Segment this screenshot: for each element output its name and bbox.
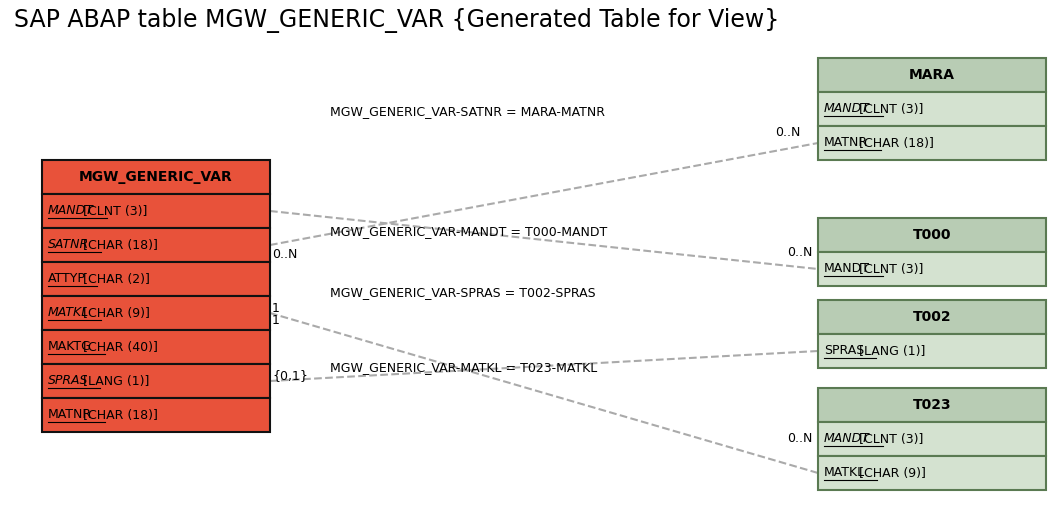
Text: T002: T002	[912, 310, 951, 324]
Bar	[818, 422, 1046, 456]
Text: 1: 1	[272, 301, 280, 314]
Text: MARA: MARA	[909, 68, 956, 82]
Text: 0..N: 0..N	[786, 431, 812, 444]
Text: [LANG (1)]: [LANG (1)]	[855, 345, 925, 358]
Text: MAKTG: MAKTG	[48, 341, 92, 353]
Text: 0..N: 0..N	[272, 249, 297, 262]
Text: [CHAR (9)]: [CHAR (9)]	[79, 307, 150, 319]
Bar	[42, 330, 270, 364]
Text: [LANG (1)]: [LANG (1)]	[79, 375, 149, 388]
Bar	[818, 92, 1046, 126]
Text: [CLNT (3)]: [CLNT (3)]	[79, 204, 147, 218]
Text: MGW_GENERIC_VAR-MATKL = T023-MATKL: MGW_GENERIC_VAR-MATKL = T023-MATKL	[330, 362, 597, 375]
Text: [CLNT (3)]: [CLNT (3)]	[855, 432, 924, 445]
Text: 1: 1	[272, 314, 280, 327]
Bar	[818, 252, 1046, 286]
Text: MATNR: MATNR	[824, 137, 868, 150]
Text: MGW_GENERIC_VAR-SATNR = MARA-MATNR: MGW_GENERIC_VAR-SATNR = MARA-MATNR	[330, 105, 605, 119]
Bar	[818, 388, 1046, 422]
Text: [CHAR (18)]: [CHAR (18)]	[855, 137, 934, 150]
Text: SAP ABAP table MGW_GENERIC_VAR {Generated Table for View}: SAP ABAP table MGW_GENERIC_VAR {Generate…	[14, 8, 779, 33]
Text: MANDT: MANDT	[824, 432, 870, 445]
Text: MANDT: MANDT	[824, 103, 870, 116]
Text: {0,1}: {0,1}	[272, 369, 308, 382]
Bar	[818, 126, 1046, 160]
Bar	[42, 194, 270, 228]
Bar	[42, 364, 270, 398]
Text: MATKL: MATKL	[824, 466, 865, 479]
Text: [CLNT (3)]: [CLNT (3)]	[855, 263, 924, 276]
Text: MATNR: MATNR	[48, 409, 92, 422]
Text: SPRAS: SPRAS	[824, 345, 865, 358]
Text: ATTYP: ATTYP	[48, 272, 86, 285]
Text: [CHAR (2)]: [CHAR (2)]	[79, 272, 150, 285]
Text: T000: T000	[913, 228, 951, 242]
Bar	[42, 296, 270, 330]
Text: 0..N: 0..N	[786, 246, 812, 259]
Text: [CHAR (40)]: [CHAR (40)]	[79, 341, 157, 353]
Bar	[42, 262, 270, 296]
Text: MGW_GENERIC_VAR-MANDT = T000-MANDT: MGW_GENERIC_VAR-MANDT = T000-MANDT	[330, 225, 608, 238]
Bar	[818, 456, 1046, 490]
Text: [CHAR (18)]: [CHAR (18)]	[79, 238, 157, 251]
Bar	[818, 58, 1046, 92]
Text: T023: T023	[912, 398, 951, 412]
Text: MGW_GENERIC_VAR-SPRAS = T002-SPRAS: MGW_GENERIC_VAR-SPRAS = T002-SPRAS	[330, 286, 596, 299]
Bar	[818, 300, 1046, 334]
Text: [CHAR (9)]: [CHAR (9)]	[855, 466, 926, 479]
Text: MANDT: MANDT	[824, 263, 870, 276]
Text: MATKL: MATKL	[48, 307, 89, 319]
Bar	[818, 334, 1046, 368]
Text: 0..N: 0..N	[775, 125, 800, 138]
Bar	[42, 228, 270, 262]
Text: SATNR: SATNR	[48, 238, 89, 251]
Text: MGW_GENERIC_VAR: MGW_GENERIC_VAR	[79, 170, 233, 184]
Text: MANDT: MANDT	[48, 204, 94, 218]
Text: [CLNT (3)]: [CLNT (3)]	[855, 103, 924, 116]
Text: SPRAS: SPRAS	[48, 375, 89, 388]
Bar	[42, 160, 270, 194]
Text: [CHAR (18)]: [CHAR (18)]	[79, 409, 157, 422]
Bar	[818, 218, 1046, 252]
Bar	[42, 398, 270, 432]
